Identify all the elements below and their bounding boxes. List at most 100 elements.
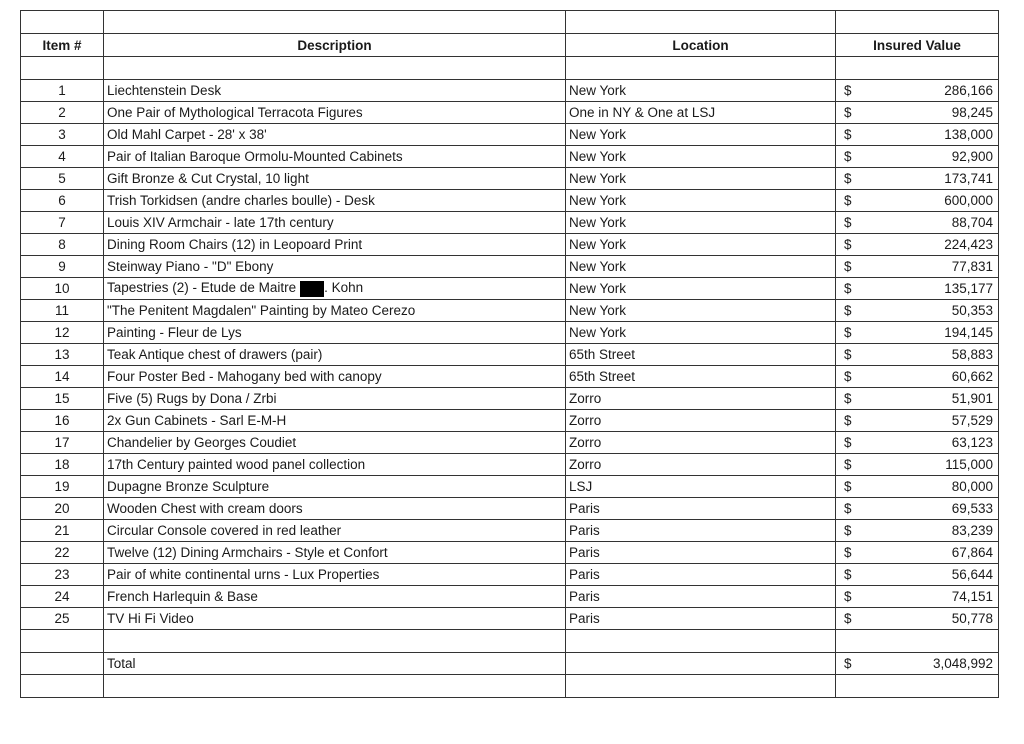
table-row: 10 Tapestries (2) - Etude de Maitre . Kohn… [20, 277, 999, 300]
location-cell: Paris [565, 541, 836, 564]
currency-symbol: $ [844, 611, 852, 626]
amount: 67,864 [951, 545, 993, 560]
description-cell: Trish Torkidsen (andre charles boulle) -… [103, 189, 566, 212]
table-row: 3 Old Mahl Carpet - 28' x 38' New York $138… [20, 123, 999, 146]
table-row: 5 Gift Bronze & Cut Crystal, 10 light New … [20, 167, 999, 190]
header-location: Location [565, 33, 836, 57]
currency-symbol: $ [844, 656, 852, 671]
insured-value-cell: $80,000 [835, 475, 999, 498]
currency-symbol: $ [844, 391, 852, 406]
location-cell: New York [565, 321, 836, 344]
amount: 88,704 [951, 215, 993, 230]
table-row: 8 Dining Room Chairs (12) in Leopoard Pri… [20, 233, 999, 256]
currency-symbol: $ [844, 149, 852, 164]
description-cell: Four Poster Bed - Mahogany bed with cano… [103, 365, 566, 388]
table-row: 21 Circular Console covered in red leathe… [20, 519, 999, 542]
description-text: Tapestries (2) - Etude de Maitre [107, 280, 297, 296]
currency-symbol: $ [844, 105, 852, 120]
item-number: 14 [20, 365, 104, 388]
table-row: 16 2x Gun Cabinets - Sarl E-M-H Zorro $57,5… [20, 409, 999, 432]
item-number: 20 [20, 497, 104, 520]
location-cell: 65th Street [565, 343, 836, 366]
currency-symbol: $ [844, 567, 852, 582]
description-cell: Twelve (12) Dining Armchairs - Style et … [103, 541, 566, 564]
description-cell: Five (5) Rugs by Dona / Zrbi [103, 387, 566, 410]
currency-symbol: $ [844, 413, 852, 428]
currency-symbol: $ [844, 369, 852, 384]
table-row: 6 Trish Torkidsen (andre charles boulle) … [20, 189, 999, 212]
amount: 115,000 [945, 457, 993, 472]
amount: 77,831 [951, 259, 993, 274]
table-row: 22 Twelve (12) Dining Armchairs - Style e… [20, 541, 999, 564]
amount: 60,662 [951, 369, 993, 384]
item-number: 21 [20, 519, 104, 542]
location-cell: New York [565, 167, 836, 190]
description-cell: One Pair of Mythological Terracota Figur… [103, 101, 566, 124]
location-cell: New York [565, 255, 836, 278]
header-item: Item # [20, 33, 104, 57]
amount: 224,423 [944, 237, 993, 252]
amount: 80,000 [951, 479, 993, 494]
description-cell: Pair of Italian Baroque Ormolu-Mounted C… [103, 145, 566, 168]
item-number: 15 [20, 387, 104, 410]
insured-value-cell: $3,048,992 [835, 652, 999, 675]
total-item-empty [20, 652, 104, 675]
description-text-after-redaction: . Kohn [324, 280, 364, 296]
insured-value-cell: $138,000 [835, 123, 999, 146]
currency-symbol: $ [844, 259, 852, 274]
location-cell: New York [565, 299, 836, 322]
insured-value-cell: $88,704 [835, 211, 999, 234]
item-number: 8 [20, 233, 104, 256]
insured-value-cell: $63,123 [835, 431, 999, 454]
item-number: 1 [20, 79, 104, 102]
description-cell: Old Mahl Carpet - 28' x 38' [103, 123, 566, 146]
table-row: 1 Liechtenstein Desk New York $286,166 [20, 79, 999, 102]
currency-symbol: $ [844, 589, 852, 604]
currency-symbol: $ [844, 523, 852, 538]
amount: 63,123 [951, 435, 993, 450]
amount: 57,529 [951, 413, 993, 428]
insured-value-cell: $83,239 [835, 519, 999, 542]
amount: 3,048,992 [932, 656, 993, 671]
description-cell: Pair of white continental urns - Lux Pro… [103, 563, 566, 586]
blank-row [20, 674, 999, 698]
description-cell: 2x Gun Cabinets - Sarl E-M-H [103, 409, 566, 432]
header-row: Item # Description Location Insured Valu… [20, 33, 999, 57]
location-cell: Paris [565, 563, 836, 586]
item-number: 2 [20, 101, 104, 124]
currency-symbol: $ [844, 545, 852, 560]
insured-value-cell: $56,644 [835, 563, 999, 586]
description-cell: Tapestries (2) - Etude de Maitre . Kohn [103, 277, 566, 300]
description-cell: Circular Console covered in red leather [103, 519, 566, 542]
item-number: 22 [20, 541, 104, 564]
item-number: 23 [20, 563, 104, 586]
description-cell: Steinway Piano - "D" Ebony [103, 255, 566, 278]
insured-items-table: Item # Description Location Insured Valu… [20, 10, 999, 698]
location-cell: Zorro [565, 409, 836, 432]
redaction-box [300, 280, 325, 297]
table-row: 23 Pair of white continental urns - Lux P… [20, 563, 999, 586]
description-cell: Dining Room Chairs (12) in Leopoard Prin… [103, 233, 566, 256]
description-cell: Wooden Chest with cream doors [103, 497, 566, 520]
insured-value-cell: $194,145 [835, 321, 999, 344]
blank-row [20, 629, 999, 653]
currency-symbol: $ [844, 215, 852, 230]
header-description: Description [103, 33, 566, 57]
location-cell: New York [565, 211, 836, 234]
table-row: 15 Five (5) Rugs by Dona / Zrbi Zorro $51,9… [20, 387, 999, 410]
insured-value-cell: $58,883 [835, 343, 999, 366]
amount: 51,901 [951, 391, 993, 406]
description-cell: TV Hi Fi Video [103, 607, 566, 630]
currency-symbol: $ [844, 127, 852, 142]
insured-value-cell: $77,831 [835, 255, 999, 278]
amount: 173,741 [944, 171, 993, 186]
table-row: 13 Teak Antique chest of drawers (pair) 65… [20, 343, 999, 366]
insured-value-cell: $50,353 [835, 299, 999, 322]
amount: 135,177 [944, 281, 993, 296]
total-row: Total $3,048,992 [20, 652, 999, 675]
item-number: 25 [20, 607, 104, 630]
amount: 74,151 [951, 589, 993, 604]
amount: 83,239 [951, 523, 993, 538]
insured-value-cell: $57,529 [835, 409, 999, 432]
insured-value-cell: $50,778 [835, 607, 999, 630]
